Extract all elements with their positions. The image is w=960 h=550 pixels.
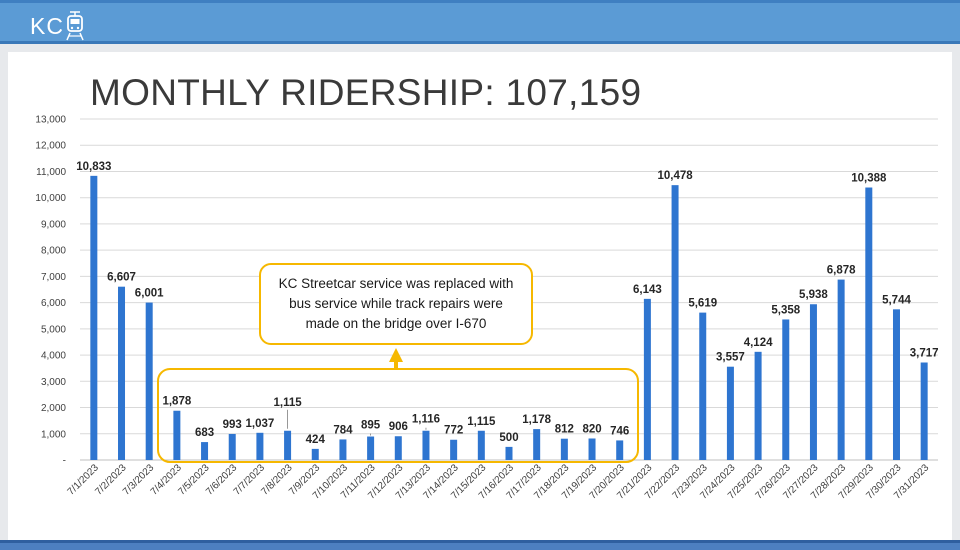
data-label: 1,878 (162, 396, 191, 408)
data-label: 500 (499, 432, 518, 444)
bar (145, 302, 153, 460)
bar (367, 436, 375, 460)
data-label: 3,717 (910, 348, 939, 360)
x-axis-ticks: 7/1/20237/2/20237/3/20237/4/20237/5/2023… (66, 462, 932, 502)
data-label: 424 (306, 434, 326, 446)
bar (422, 430, 430, 460)
data-label: 5,744 (882, 294, 911, 306)
data-label: 895 (361, 420, 381, 432)
callout-arrow-icon (389, 348, 403, 362)
data-label: 683 (195, 427, 214, 439)
callout-arrow-stem (394, 361, 398, 369)
y-tick-label: 3,000 (41, 377, 66, 388)
data-label: 5,619 (688, 298, 717, 310)
bar (643, 298, 651, 460)
bar (173, 410, 181, 460)
data-label: 6,143 (633, 284, 662, 296)
y-tick-label: 4,000 (41, 351, 66, 362)
data-label: 812 (555, 424, 574, 436)
logo-text: KC (30, 12, 64, 39)
bar (284, 430, 292, 460)
y-tick-label: 5,000 (41, 324, 66, 335)
data-label: 6,001 (135, 288, 164, 300)
header-bar: KC (0, 0, 960, 44)
y-tick-label: 10,000 (35, 193, 66, 204)
data-label: 772 (444, 425, 463, 437)
bar (809, 304, 817, 460)
bar (837, 279, 845, 460)
bar (726, 366, 734, 460)
data-label: 6,878 (827, 265, 856, 277)
bar (920, 362, 928, 460)
bar (865, 187, 873, 460)
y-tick-label: 11,000 (36, 167, 66, 178)
data-label: 4,124 (744, 337, 773, 349)
bar (228, 433, 236, 460)
kc-logo: KC (30, 11, 84, 41)
data-label: 1,178 (522, 414, 551, 426)
bar (394, 436, 402, 460)
streetcar-icon (66, 11, 84, 41)
y-tick-label: 6,000 (41, 298, 66, 309)
data-label: 1,116 (412, 414, 440, 426)
bar (256, 432, 264, 460)
data-label: 746 (610, 425, 629, 437)
bars (90, 175, 928, 461)
data-label: 5,358 (771, 304, 800, 316)
data-label: 10,478 (657, 170, 693, 182)
bar (892, 309, 900, 460)
bar (533, 429, 541, 460)
annotation-callout: KC Streetcar service was replaced with b… (259, 263, 533, 345)
y-tick-label: 2,000 (41, 403, 66, 414)
data-label: 993 (223, 419, 242, 431)
data-label: 906 (389, 421, 408, 433)
bar (671, 185, 679, 461)
bar (201, 442, 209, 460)
data-label: 6,607 (107, 272, 136, 284)
bar (782, 319, 790, 460)
y-tick-label: - (63, 456, 66, 467)
data-label: 5,938 (799, 289, 828, 301)
data-label: 10,388 (851, 173, 887, 185)
bar (477, 430, 485, 460)
bar (699, 312, 707, 460)
data-label: 3,557 (716, 352, 745, 364)
y-tick-label: 1,000 (41, 429, 66, 440)
footer-bar (0, 540, 960, 550)
data-label: 1,037 (246, 418, 275, 430)
bar (616, 440, 624, 460)
y-tick-label: 13,000 (35, 115, 66, 126)
bar (754, 351, 762, 460)
y-tick-label: 7,000 (41, 272, 66, 283)
bar (339, 439, 347, 460)
bar (450, 439, 458, 460)
bar (560, 438, 568, 460)
bar (588, 438, 596, 460)
bar (505, 446, 513, 460)
data-label: 1,115 (467, 416, 496, 428)
data-label: 1,115 (274, 397, 303, 409)
data-labels: 10,833 6,607 6,001 1,878 683 993 1,037 1,115 424… (76, 161, 938, 446)
data-label: 10,833 (76, 161, 111, 173)
y-tick-label: 12,000 (35, 141, 66, 152)
data-label: 784 (333, 424, 353, 436)
bar (311, 448, 319, 460)
bar (118, 286, 126, 460)
y-tick-label: 9,000 (41, 219, 66, 230)
page-title: MONTHLY RIDERSHIP: 107,159 (90, 72, 642, 113)
bar (90, 175, 98, 460)
y-tick-label: 8,000 (41, 246, 66, 257)
data-label: 820 (582, 423, 601, 435)
y-axis-ticks: - 1,000 2,000 3,000 4,000 5,000 6,000 7,000 8,00… (35, 115, 66, 467)
